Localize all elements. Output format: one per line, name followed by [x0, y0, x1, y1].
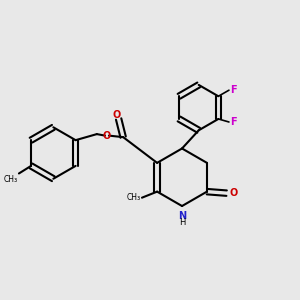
Text: O: O: [230, 188, 238, 198]
Text: F: F: [230, 85, 237, 95]
Text: CH₃: CH₃: [126, 193, 140, 202]
Text: O: O: [113, 110, 121, 120]
Text: O: O: [102, 130, 111, 141]
Text: F: F: [230, 117, 237, 127]
Text: N: N: [178, 212, 186, 221]
Text: CH₃: CH₃: [3, 175, 17, 184]
Text: H: H: [179, 218, 185, 226]
